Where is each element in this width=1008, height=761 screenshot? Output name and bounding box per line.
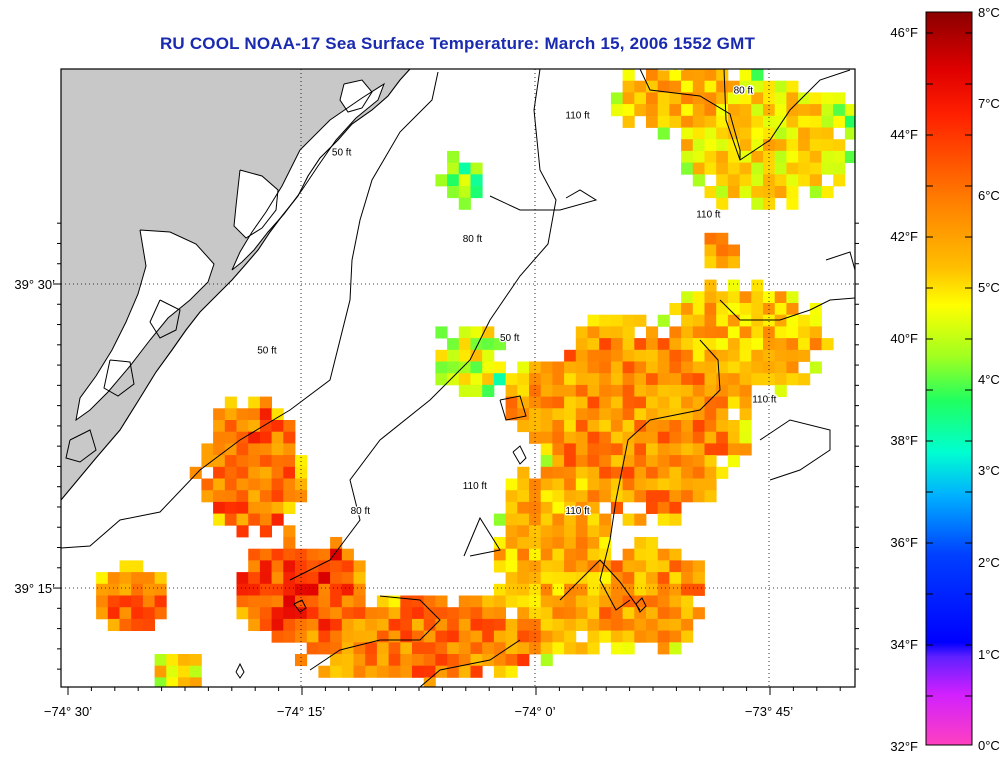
contour-50ft bbox=[512, 445, 527, 465]
colorbar-f-label: 46°F bbox=[890, 25, 918, 40]
colorbar-gradient bbox=[925, 11, 973, 746]
contour-label: 80 ft bbox=[463, 234, 483, 245]
contour-shoal bbox=[235, 662, 245, 679]
colorbar-f-label: 34°F bbox=[890, 637, 918, 652]
y-tick-label: 39° 15’ bbox=[14, 581, 55, 596]
coastline bbox=[75, 229, 215, 422]
map-title: RU COOL NOAA-17 Sea Surface Temperature:… bbox=[159, 34, 756, 53]
contour-shoal bbox=[635, 597, 647, 613]
colorbar-c-label: 8°C bbox=[978, 5, 1000, 20]
contour-label: 80 ft bbox=[351, 506, 371, 517]
contour-110ft bbox=[599, 339, 721, 611]
colorbar-c-label: 4°C bbox=[978, 372, 1000, 387]
colorbar-c-label: 1°C bbox=[978, 647, 1000, 662]
colorbar-f-label: 40°F bbox=[890, 331, 918, 346]
colorbar-f-label: 42°F bbox=[890, 229, 918, 244]
colorbar-c-label: 3°C bbox=[978, 463, 1000, 478]
colorbar-c-label: 6°C bbox=[978, 188, 1000, 203]
map-frame bbox=[60, 68, 856, 688]
contour-label: 50 ft bbox=[257, 345, 277, 356]
contour-110ft bbox=[723, 69, 851, 161]
axis-ticks bbox=[53, 222, 859, 695]
x-tick-label: −74° 30’ bbox=[44, 704, 92, 719]
contour-label: 80 ft bbox=[528, 61, 548, 72]
x-axis: −74° 30’ −74° 15’ −74° 0’ −73° 45’ bbox=[44, 704, 793, 719]
contour-label: 80 ft bbox=[734, 86, 754, 97]
contour-labels: 50 ft 50 ft 50 ft 80 ft 80 ft 80 ft 80 ft 110 f… bbox=[256, 61, 778, 518]
contour-label: 110 ft bbox=[463, 481, 487, 492]
colorbar-c-label: 0°C bbox=[978, 738, 1000, 753]
contour-50ft bbox=[61, 71, 439, 549]
colorbar-f-label: 32°F bbox=[890, 739, 918, 754]
x-tick-label: −74° 15’ bbox=[277, 704, 325, 719]
contour-110ft bbox=[559, 559, 641, 611]
coastline bbox=[103, 359, 135, 397]
contour-label: 110 ft bbox=[696, 209, 720, 220]
coastline bbox=[233, 169, 279, 239]
contour-50ft bbox=[499, 395, 527, 421]
contour-shoal bbox=[293, 599, 307, 613]
bay-water bbox=[76, 230, 214, 420]
contour-label: 110 ft bbox=[565, 110, 589, 121]
y-tick-label: 39° 30’ bbox=[14, 277, 55, 292]
contour-110ft bbox=[419, 639, 521, 687]
contour-label: 110 ft bbox=[659, 61, 683, 72]
contour-80ft bbox=[289, 69, 557, 581]
coastline bbox=[149, 299, 181, 339]
land-new-jersey bbox=[61, 69, 410, 500]
coastline bbox=[61, 69, 411, 501]
contour-110ft bbox=[489, 189, 598, 211]
x-tick-label: −74° 0’ bbox=[515, 704, 556, 719]
contour-80ft bbox=[309, 595, 441, 671]
y-axis: 39° 30’ 39° 15’ bbox=[14, 277, 55, 596]
graticule bbox=[61, 69, 855, 687]
contour-110ft bbox=[639, 69, 741, 160]
contour-label: 110 ft bbox=[565, 506, 589, 517]
colorbar-f-label: 38°F bbox=[890, 433, 918, 448]
colorbar-c-label: 2°C bbox=[978, 555, 1000, 570]
colorbar-c-label: 5°C bbox=[978, 280, 1000, 295]
contour-110ft bbox=[825, 251, 855, 271]
coastline bbox=[339, 79, 373, 113]
colorbar: 46°F 44°F 42°F 40°F 38°F 36°F 34°F 32°F … bbox=[890, 5, 999, 754]
coastline bbox=[231, 82, 385, 271]
x-tick-label: −73° 45’ bbox=[745, 704, 793, 719]
contour-label: 50 ft bbox=[332, 148, 352, 159]
contour-label: 50 ft bbox=[500, 333, 520, 344]
contour-110ft bbox=[719, 297, 855, 321]
colorbar-c-label: 7°C bbox=[978, 96, 1000, 111]
contour-110ft bbox=[759, 419, 831, 481]
sst-pixels bbox=[96, 69, 855, 687]
contour-110ft bbox=[463, 516, 501, 557]
colorbar-f-label: 44°F bbox=[890, 127, 918, 142]
bathymetry-contours bbox=[61, 69, 855, 687]
contour-label: 110 ft bbox=[752, 395, 776, 406]
coastline bbox=[65, 429, 97, 463]
colorbar-f-label: 36°F bbox=[890, 535, 918, 550]
